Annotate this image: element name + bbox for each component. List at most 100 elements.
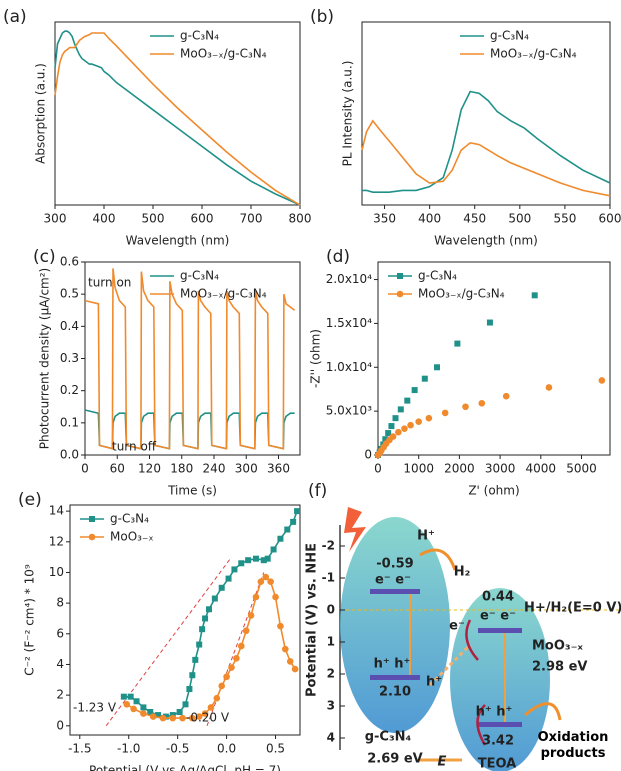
arrow — [428, 643, 472, 687]
x-tick-label: 2000 — [444, 462, 475, 476]
y-axis-label: Photocurrent density (μA/cm²) — [38, 268, 52, 450]
point — [192, 656, 199, 663]
point — [189, 714, 196, 722]
point — [462, 403, 469, 411]
panel-label: (a) — [3, 7, 27, 27]
point — [207, 704, 215, 711]
field: E — [438, 755, 447, 770]
plot-frame — [361, 21, 611, 206]
y-axis-label: C⁻² (F⁻² cm⁴) * 10⁹ — [23, 564, 37, 676]
x-tick-label: 800 — [289, 212, 312, 226]
tick-label: 2 — [327, 667, 335, 681]
x-tick-label: -1.0 — [117, 742, 140, 756]
point — [176, 709, 183, 715]
legend-label: MoO₃₋ₓ/g-C₃N₄ — [180, 287, 267, 301]
x-tick-label: 600 — [599, 212, 621, 226]
carrier: h⁺ h⁺ — [374, 657, 411, 672]
band-edge — [370, 589, 420, 594]
point — [223, 673, 230, 681]
point — [155, 712, 162, 719]
point — [294, 508, 301, 515]
annotation: -1.23 V — [73, 701, 117, 715]
x-tick-label: 4000 — [526, 462, 557, 476]
semiconductor — [340, 517, 450, 733]
annotation: turn on — [88, 276, 131, 290]
point — [385, 430, 392, 437]
x-tick-label: 180 — [170, 462, 193, 476]
tick-label: 4 — [327, 731, 335, 745]
x-axis-label: Wavelength (nm) — [434, 234, 538, 248]
x-axis-label: Time (s) — [167, 484, 217, 498]
y-tick-label: 0.6 — [60, 255, 79, 269]
point — [199, 626, 206, 633]
point — [130, 705, 137, 713]
y-tick-label: 14 — [49, 504, 64, 518]
y-tick-label: 0.1 — [60, 415, 79, 429]
point — [395, 428, 402, 436]
y-tick-label: 10 — [49, 565, 64, 579]
plot-frame — [69, 504, 301, 736]
point — [389, 433, 397, 440]
point — [149, 713, 157, 720]
y-tick-label: 12 — [49, 534, 64, 548]
x-tick-label: 300 — [235, 462, 258, 476]
point — [392, 415, 399, 422]
point — [162, 713, 169, 720]
plot-frame — [377, 261, 611, 456]
panel-label: (f) — [308, 481, 327, 501]
y-tick-label: 0.3 — [60, 351, 79, 365]
point — [218, 682, 226, 690]
legend-label: g-C₃N₄ — [180, 269, 219, 283]
carrier: e⁻ e⁻ — [375, 573, 411, 588]
species: H₂ — [454, 565, 471, 580]
point — [277, 622, 284, 630]
x-tick-label: 5000 — [566, 462, 597, 476]
x-tick-label: 1000 — [403, 462, 434, 476]
x-axis-label: Potential (V vs Ag/AgCl, pH = 7) — [89, 764, 281, 771]
donor: TEOA — [478, 757, 517, 771]
point — [169, 714, 177, 722]
arrow — [524, 702, 562, 721]
band-edge — [478, 628, 522, 633]
point — [441, 409, 449, 417]
arrow — [465, 619, 479, 661]
y-tick-label: 6 — [56, 626, 64, 640]
point — [123, 701, 131, 708]
tick-label: 1 — [327, 635, 335, 649]
tick-label: 3 — [327, 699, 335, 713]
point — [291, 665, 299, 673]
point — [382, 436, 389, 443]
x-tick-label: 500 — [508, 212, 531, 226]
point — [267, 578, 274, 585]
x-tick-label: 300 — [44, 212, 67, 226]
panel: (e) Potential (V vs Ag/AgCl, pH = 7) C⁻² (… — [18, 490, 301, 771]
x-tick-label: 600 — [191, 212, 214, 226]
y-tick-label: 0.4 — [60, 319, 79, 333]
panel-label: (d) — [326, 247, 350, 267]
y-tick-label: 0.2 — [60, 383, 79, 397]
point — [411, 387, 418, 394]
point — [189, 672, 196, 679]
y-tick-label: 0 — [364, 448, 372, 462]
y-axis-label: Absorption (a.u.) — [34, 63, 48, 164]
y-tick-label: 0 — [56, 718, 64, 732]
point — [270, 546, 277, 553]
annotation: -0.20 V — [186, 711, 230, 725]
legend-marker — [397, 273, 403, 279]
point — [231, 566, 238, 573]
y-tick-label: 2 — [56, 688, 64, 702]
panel-label: (c) — [33, 247, 56, 267]
x-tick-label: 120 — [138, 462, 161, 476]
point — [252, 593, 260, 601]
point — [225, 575, 232, 582]
point — [247, 612, 255, 619]
x-axis-label: Z' (ohm) — [468, 484, 519, 498]
legend-label: MoO₃₋ₓ — [110, 530, 154, 544]
point — [233, 655, 240, 662]
reference-label: H+/H₂(E=0 V) — [524, 601, 621, 616]
band-value: 2.10 — [379, 685, 411, 700]
y-tick-label: 1.5x10⁴ — [326, 316, 372, 330]
point — [195, 713, 203, 720]
plot-frame — [54, 21, 301, 206]
legend-marker — [89, 516, 95, 522]
